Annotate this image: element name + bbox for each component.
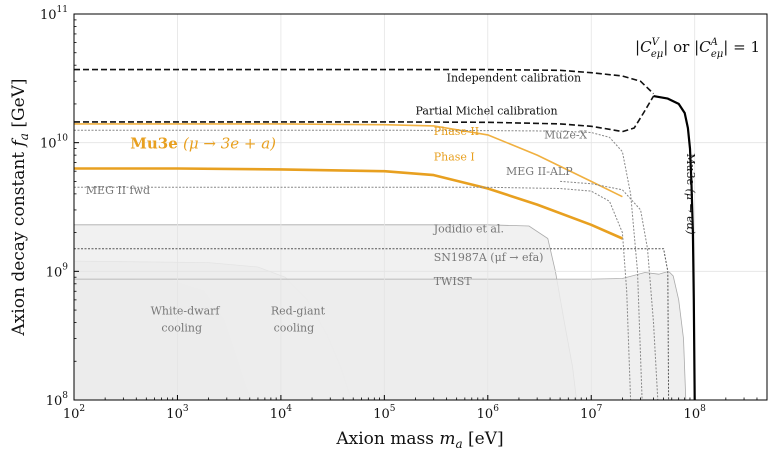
annotation-sn1987a-f-efa: SN1987A (μf → efa) <box>434 251 544 264</box>
annotation-phase-i: Phase I <box>434 150 475 163</box>
series-meg-ii-alp <box>560 180 659 400</box>
series-phase-i <box>74 167 623 240</box>
axis-ticks: 102 103 104 105 106 107 108 108 109 1010 1011 <box>40 5 768 422</box>
annotation-phase-ii: Phase II <box>434 125 479 138</box>
y-tick-label: 1010 <box>40 134 68 152</box>
plot-frame <box>73 13 768 401</box>
label-mu3e-three-body: Mu3e (μ → 3e + a) <box>130 135 276 153</box>
x-tick-label: 105 <box>373 404 396 422</box>
annotation-independent-calibration: Independent calibration <box>447 71 581 84</box>
label-mu3e-two-body: Mu3e (μ → eα) <box>684 153 697 234</box>
series-lines <box>74 68 696 400</box>
annotation-meg-ii-alp: MEG II-ALP <box>506 165 573 178</box>
y-tick-label: 109 <box>46 262 69 280</box>
x-tick-label: 108 <box>684 404 707 422</box>
y-axis-label: Axion decay constant fa [GeV] <box>9 78 31 336</box>
annotation-partial-michel-calibration: Partial Michel calibration <box>415 105 557 118</box>
annotation-cooling: cooling <box>161 322 202 335</box>
x-tick-label: 106 <box>477 404 500 422</box>
annotation-red-giant: Red-giant <box>271 305 326 318</box>
x-tick-label: 102 <box>63 404 85 422</box>
exclusion-regions <box>74 224 687 400</box>
region-twist <box>74 270 687 400</box>
annotation-jodidio-et-al: Jodidio et al. <box>433 223 504 236</box>
annotation-white-dwarf: White-dwarf <box>151 305 221 318</box>
x-tick-label: 104 <box>270 404 293 422</box>
series-sn1987a-f-efa <box>74 248 670 400</box>
annotations: Independent calibration Partial Michel ca… <box>86 71 697 334</box>
y-tick-label: 1011 <box>40 5 68 23</box>
annotation-twist: TWIST <box>434 275 473 288</box>
coupling-note: |CV eμ| or |CA eμ| = 1 <box>635 37 760 60</box>
x-tick-label: 103 <box>166 404 189 422</box>
annotation-cooling: cooling <box>274 322 315 335</box>
series-independent-calibration <box>74 68 655 95</box>
series-partial-michel-calibration <box>74 95 655 133</box>
series-phase-ii <box>74 123 623 198</box>
series-mu2e-x <box>74 129 643 400</box>
annotation-meg-ii-fwd: MEG II fwd <box>86 184 150 197</box>
series-meg-ii-fwd <box>74 186 632 400</box>
x-axis-label: Axion mass ma [eV] <box>335 429 503 451</box>
series-mu3e-e <box>653 95 696 400</box>
y-tick-label: 108 <box>46 391 69 409</box>
annotation-mu2e-x: Mu2e-X <box>544 128 587 141</box>
x-tick-label: 107 <box>580 404 603 422</box>
